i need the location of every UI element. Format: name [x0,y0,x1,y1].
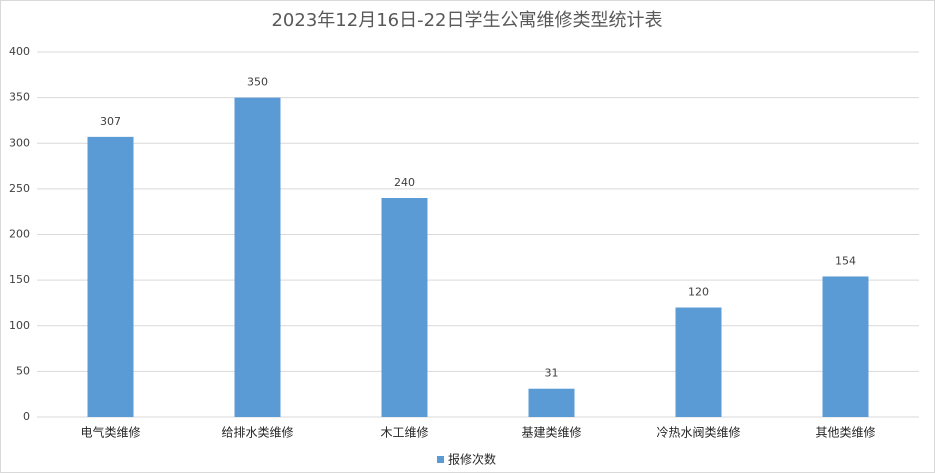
y-tick-label: 300 [9,136,30,149]
y-tick-label: 100 [9,319,30,332]
bar [675,307,722,417]
y-tick-label: 50 [16,364,30,377]
y-tick-label: 250 [9,182,30,195]
y-tick-label: 400 [9,45,30,58]
y-tick-label: 150 [9,273,30,286]
y-tick-label: 200 [9,228,30,241]
bar [822,276,869,417]
bar [234,97,281,417]
data-label: 307 [100,115,121,128]
legend-swatch [437,456,444,463]
legend-label: 报修次数 [448,452,496,467]
x-tick-label: 电气类维修 [80,425,140,440]
data-label: 240 [394,176,415,189]
x-tick-label: 木工维修 [380,425,428,440]
bar [381,198,428,417]
chart-title: 2023年12月16日-22日学生公寓维修类型统计表 [271,10,662,31]
x-tick-label: 给排水类维修 [221,425,293,440]
y-tick-label: 350 [9,91,30,104]
x-tick-label: 冷热水阀类维修 [656,425,740,440]
bar [528,388,575,417]
x-tick-label: 基建类维修 [521,425,581,440]
bar [87,136,134,418]
data-label: 120 [688,286,709,299]
data-label: 31 [545,367,559,380]
x-tick-label: 其他类维修 [815,425,875,440]
data-label: 154 [835,254,856,267]
data-label: 350 [247,76,268,89]
y-tick-label: 0 [23,410,30,423]
